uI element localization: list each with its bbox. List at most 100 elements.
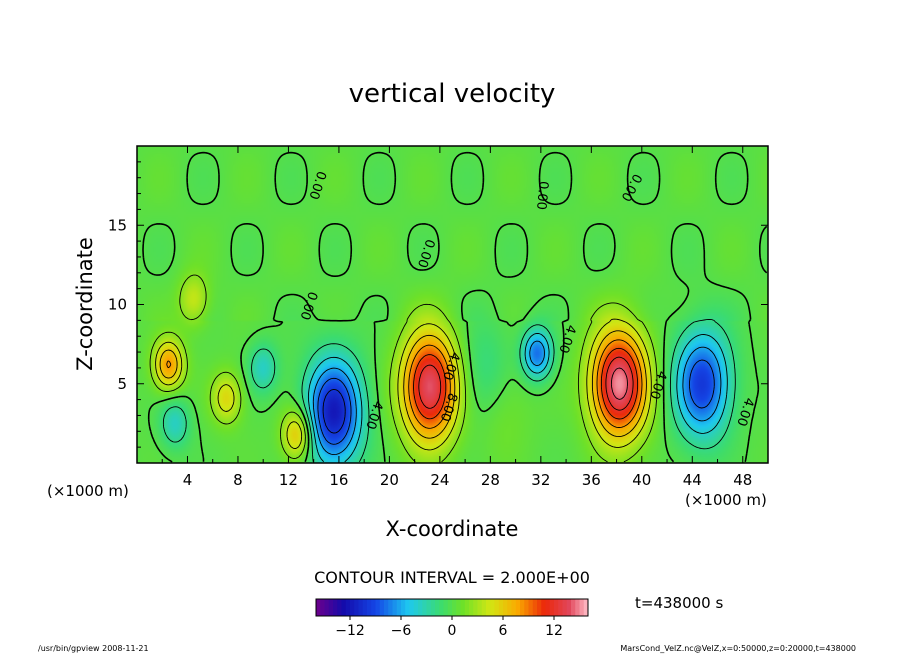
colorbar-segment	[447, 599, 453, 616]
x-unit-left: (×1000 m)	[47, 482, 129, 500]
colorbar-segment	[554, 599, 559, 616]
colorbar-tick-label: −12	[335, 623, 365, 639]
colorbar-segment	[486, 599, 491, 616]
contour-level--10	[322, 388, 346, 434]
x-tick-label: 40	[632, 471, 651, 489]
colorbar-segment	[524, 599, 529, 616]
y-tick-label: 5	[117, 375, 127, 393]
colorbar-segment	[426, 599, 432, 616]
colorbar-segment	[371, 599, 376, 616]
colorbar-ticks: −12 −6 0 6 12	[335, 616, 563, 639]
colorbar-segment	[413, 599, 419, 616]
colorbar-segment	[418, 599, 423, 616]
colorbar-segment	[401, 599, 406, 616]
contour-level--4	[307, 332, 728, 463]
colorbar-segment	[571, 599, 576, 616]
colorbar-segment	[464, 599, 470, 616]
colorbar-segment	[520, 599, 525, 616]
colorbar-segment	[443, 599, 449, 616]
colorbar-segment	[562, 599, 568, 616]
colorbar-segment	[460, 599, 466, 616]
colorbar-segment	[452, 599, 457, 616]
x-tick-label: 8	[233, 471, 243, 489]
colorbar-segment	[532, 599, 538, 616]
colorbar-segment	[316, 599, 321, 616]
x-tick-label: 36	[582, 471, 601, 489]
colorbar-segment	[422, 599, 427, 616]
colorbar-segment	[405, 599, 410, 616]
colorbar-segment	[379, 599, 385, 616]
x-tick-label: 12	[279, 471, 298, 489]
colorbar-segment	[328, 599, 334, 616]
contour-level-8	[166, 339, 643, 429]
colorbar-segment	[392, 599, 398, 616]
colorbar-segment	[545, 599, 551, 616]
contour-level-0	[142, 151, 768, 463]
contour-level-2	[149, 274, 658, 463]
colorbar-segment	[537, 599, 542, 616]
colorbar-segment	[575, 599, 580, 616]
contour-level-6	[159, 330, 647, 439]
y-axis-ticks: 5 10 15	[108, 161, 768, 448]
x-tick-label: 4	[183, 471, 193, 489]
x-tick-label: 28	[481, 471, 500, 489]
contour-interval-text: CONTOUR INTERVAL = 2.000E+00	[314, 568, 590, 587]
x-tick-label: 24	[430, 471, 449, 489]
colorbar-segment	[456, 599, 461, 616]
colorbar-segment	[367, 599, 372, 616]
contour-level--2	[162, 319, 736, 463]
colorbar-segment	[350, 599, 355, 616]
colorbar-segment	[354, 599, 359, 616]
colorbar-tick-label: 6	[499, 623, 508, 639]
x-tick-label: 20	[380, 471, 399, 489]
colorbar-segment	[388, 599, 393, 616]
contour-level--6	[312, 340, 722, 456]
contour-lines	[142, 151, 768, 463]
time-label: t=438000 s	[635, 594, 723, 612]
colorbar-tick-label: −6	[391, 623, 412, 639]
colorbar-segment	[477, 599, 483, 616]
colorbar	[316, 599, 589, 616]
colorbar-segment	[579, 599, 585, 616]
colorbar-segment	[515, 599, 521, 616]
colorbar-segment	[469, 599, 474, 616]
x-axis-label: X-coordinate	[386, 517, 519, 541]
colorbar-segment	[324, 599, 330, 616]
colorbar-segment	[439, 599, 444, 616]
x-tick-label: 48	[733, 471, 752, 489]
colorbar-tick-label: 0	[448, 623, 457, 639]
x-tick-label: 32	[531, 471, 550, 489]
footer-right: MarsCond_VelZ.nc@VelZ,x=0:50000,z=0:2000…	[620, 644, 856, 653]
colorbar-segment	[528, 599, 534, 616]
colorbar-segment	[494, 599, 500, 616]
colorbar-segment	[541, 599, 546, 616]
colorbar-segment	[384, 599, 389, 616]
colorbar-segment	[362, 599, 368, 616]
x-tick-label: 44	[683, 471, 702, 489]
colorbar-segment	[337, 599, 342, 616]
colorbar-segment	[409, 599, 415, 616]
colorbar-segment	[507, 599, 512, 616]
contour-label: 0.00	[533, 180, 550, 210]
colorbar-segment	[473, 599, 478, 616]
y-tick-label: 10	[108, 296, 127, 314]
contour-level-14	[610, 367, 628, 400]
colorbar-segment	[430, 599, 436, 616]
colorbar-segment	[435, 599, 440, 616]
colorbar-segment	[583, 599, 589, 616]
colorbar-segment	[511, 599, 517, 616]
colorbar-segment	[375, 599, 381, 616]
colorbar-segment	[503, 599, 508, 616]
colorbar-segment	[558, 599, 563, 616]
x-unit-right: (×1000 m)	[685, 491, 767, 509]
colorbar-segment	[320, 599, 325, 616]
chart-title: vertical velocity	[349, 79, 556, 109]
x-tick-label: 16	[329, 471, 348, 489]
contour-level-12	[418, 356, 634, 411]
colorbar-tick-label: 12	[545, 623, 563, 639]
colorbar-segment	[333, 599, 338, 616]
colorbar-segment	[345, 599, 351, 616]
colorbar-segment	[490, 599, 495, 616]
footer-left: /usr/bin/gpview 2008-11-21	[38, 644, 149, 653]
